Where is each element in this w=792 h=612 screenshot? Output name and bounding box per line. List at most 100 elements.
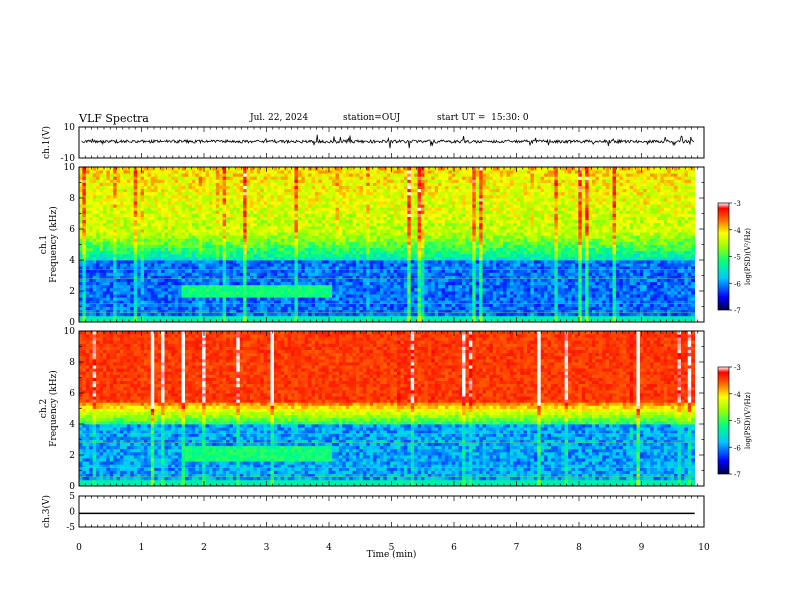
spectrogram-cell: [113, 238, 118, 242]
spectrogram-cell: [373, 188, 377, 193]
spectrogram-cell: [133, 281, 138, 286]
spectrogram-cell: [243, 297, 247, 301]
spectrogram-cell: [366, 194, 371, 199]
spectrogram-cell: [188, 201, 193, 205]
spectrogram-cell: [133, 275, 138, 279]
spectrogram-cell: [150, 294, 155, 298]
spectrogram-cell: [82, 244, 87, 248]
spectrogram-cell: [304, 300, 309, 304]
spectrogram-cell: [232, 315, 237, 320]
spectrogram-cell: [301, 207, 306, 211]
spectrogram-cell: [280, 204, 285, 208]
spectrogram-cell: [232, 213, 237, 217]
spectrogram-cell: [359, 185, 364, 190]
spectrogram-cell: [113, 191, 118, 196]
spectrogram-cell: [82, 315, 87, 320]
spectrogram-cell: [297, 185, 302, 190]
spectrogram-cell: [140, 300, 145, 304]
spectrogram-cell: [287, 229, 292, 233]
spectrogram-cell: [116, 207, 121, 211]
spectrogram-cell: [369, 269, 374, 273]
spectrogram-cell: [181, 272, 186, 276]
spectrogram-cell: [376, 194, 381, 199]
spectrogram-cell: [212, 179, 217, 183]
spectrogram-cell: [198, 216, 203, 221]
spectrogram-cell: [256, 170, 261, 174]
spectrogram-cell: [397, 275, 401, 279]
spectrogram-cell: [205, 194, 210, 199]
spectrogram-cell: [314, 207, 319, 211]
spectrogram-cell: [239, 176, 244, 180]
spectrogram-cell: [386, 191, 391, 196]
spectrogram-cell: [229, 241, 234, 245]
spectrogram-cell: [304, 185, 309, 190]
spectrogram-cell: [208, 315, 213, 320]
spectrogram-cell: [314, 167, 319, 171]
spectrogram-cell: [362, 213, 367, 217]
spectrogram-cell: [270, 309, 275, 314]
spectrogram-cell: [226, 219, 230, 224]
spectrogram-cell: [280, 272, 285, 276]
spectrogram-cell: [123, 266, 128, 270]
spectrogram-cell: [89, 269, 94, 273]
spectrogram-cell: [130, 188, 135, 193]
spectrogram-cell: [403, 291, 408, 295]
spectrogram-cell: [277, 179, 282, 183]
spectrogram-cell: [150, 297, 155, 301]
spectrogram-cell: [250, 287, 254, 292]
spectrogram-cell: [304, 170, 309, 174]
spectrogram-cell: [280, 256, 285, 261]
spectrogram-cell: [263, 312, 268, 317]
spectrogram-cell: [215, 222, 220, 227]
spectrogram-cell: [356, 250, 360, 255]
spectrogram-cell: [362, 253, 367, 258]
spectrogram-cell: [167, 207, 172, 211]
spectrogram-cell: [113, 253, 118, 258]
spectrogram-cell: [113, 312, 118, 317]
spectrogram-cell: [291, 253, 295, 258]
spectrogram-cell: [99, 272, 104, 276]
spectrogram-cell: [92, 167, 97, 171]
spectrogram-cell: [359, 194, 364, 199]
spectrogram-cell: [219, 263, 224, 267]
spectrogram-cell: [215, 278, 220, 283]
spectrogram-cell: [198, 173, 203, 177]
spectrogram-cell: [106, 229, 111, 233]
spectrogram-cell: [342, 266, 347, 270]
spectrogram-cell: [164, 303, 169, 307]
spectrogram-cell: [297, 222, 302, 227]
spectrogram-cell: [113, 225, 118, 230]
spectrogram-cell: [181, 173, 186, 177]
spectrogram-cell: [400, 222, 405, 227]
spectrogram-cell: [120, 232, 124, 236]
spectrogram-cell: [287, 253, 292, 258]
spectrogram-cell: [304, 281, 309, 286]
spectrogram-cell: [79, 229, 83, 233]
spectrogram-cell: [386, 269, 391, 273]
spectrogram-cell: [154, 225, 159, 230]
spectrogram-cell: [376, 232, 381, 236]
spectrogram-cell: [400, 182, 405, 186]
spectrogram-cell: [362, 275, 367, 279]
spectrogram-cell: [366, 225, 371, 230]
spectrogram-cell: [256, 297, 261, 301]
spectrogram-cell: [202, 232, 206, 236]
spectrogram-cell: [143, 278, 148, 283]
spectrogram-cell: [239, 170, 244, 174]
spectrogram-cell: [157, 219, 162, 224]
spectrogram-cell: [232, 235, 237, 239]
spectrogram-cell: [403, 176, 408, 180]
spectrogram-cell: [99, 247, 104, 252]
spectrogram-cell: [342, 260, 347, 264]
spectrogram-cell: [171, 253, 176, 258]
spectrogram-cell: [126, 306, 131, 310]
spectrogram-cell: [109, 204, 114, 208]
spectrogram-cell: [150, 207, 155, 211]
spectrogram-cell: [222, 269, 227, 273]
spectrogram-cell: [215, 294, 220, 298]
spectrogram-cell: [239, 281, 244, 286]
spectrogram-cell: [154, 266, 159, 270]
spectrogram-cell: [161, 278, 165, 283]
spectrogram-cell: [291, 284, 295, 289]
spectrogram-cell: [417, 281, 422, 286]
